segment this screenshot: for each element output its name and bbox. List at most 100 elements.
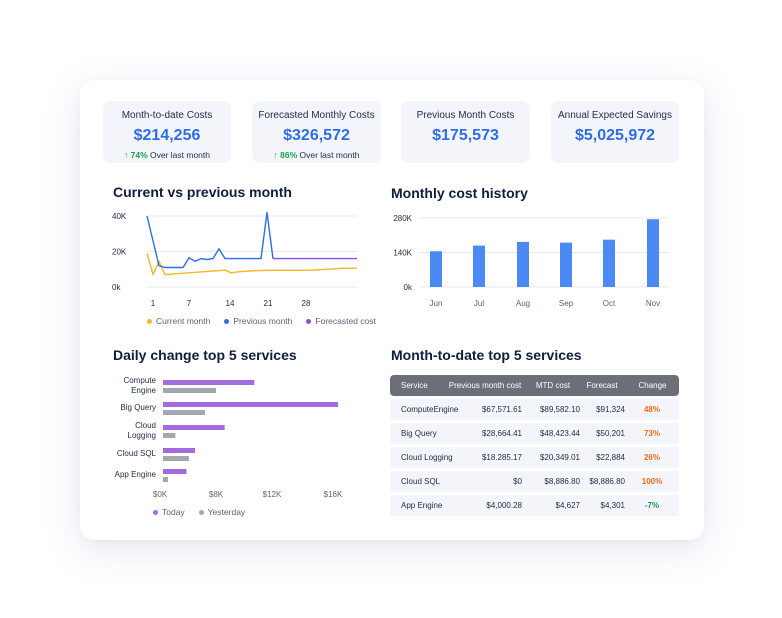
section-title-mtd-top5: Month-to-date top 5 services [391,347,582,363]
previous-month-cost-cell: $18.285.17 [481,453,522,462]
mtd-cost-cell: $4,627 [555,501,580,510]
kpi-change: ↑ 86% Over last month [252,150,381,160]
bar-oct [603,239,615,287]
service-cell: Big Query [401,429,437,438]
previous-month-cost-cell: $67,571.61 [481,405,522,414]
kpi-change: ↑ 74% Over last month [103,150,231,160]
x-tick-label: Jul [474,299,484,308]
section-title-current-vs-previous: Current vs previous month [113,184,292,200]
service-cell: Cloud SQL [401,477,441,486]
mtd-cost-cell: $8,886.80 [544,477,580,486]
bar-today [163,469,187,474]
change-cell: 26% [643,453,660,462]
kpi-value: $175,573 [432,127,499,144]
line-chart-legend: Current month Previous month Forecasted … [147,316,376,326]
service-cell: ComputeEngine [401,405,459,414]
arrow-up-icon: ↑ [273,150,278,160]
category-label: Cloud [135,421,156,430]
category-label: Compute [124,376,157,385]
y-tick-label: 0k [112,283,121,292]
kpi-month-to-date[interactable]: Month-to-date Costs $214,256 ↑ 74% Over … [103,101,231,163]
arrow-up-icon: ↑ [123,150,129,160]
x-tick-label: 1 [151,299,156,308]
x-tick-label: 14 [226,299,235,308]
section-title-monthly-history: Monthly cost history [391,185,528,201]
bar-today [163,448,196,453]
forecast-cell: $8,886.80 [589,477,625,486]
bar-yesterday [163,433,176,438]
mtd-cost-cell: $89,582.10 [539,405,580,414]
bar-jun [430,251,442,287]
x-tick-label: Sep [559,299,574,308]
mtd-cost-cell: $48,423.44 [539,429,580,438]
x-tick-label: $16K [324,490,343,499]
service-cell: Cloud Logging [401,453,453,462]
table-header: Service Previous month cost MTD cost For… [390,375,679,396]
kpi-forecasted[interactable]: Forecasted Monthly Costs $326,572 ↑ 86% … [252,101,381,163]
kpi-title: Month-to-date Costs [121,110,213,121]
change-cell: 48% [643,405,660,414]
forecast-cell: $4,301 [600,501,625,510]
kpi-change-pct: 86% [280,150,298,160]
kpi-title: Previous Month Costs [416,110,515,121]
previous-month-line [146,211,274,269]
x-tick-label: $12K [263,490,282,499]
header-service[interactable]: Service [401,381,428,390]
y-tick-label: 20K [112,248,127,257]
kpi-change-pct: 74% [130,150,148,160]
forecast-cell: $91,324 [596,405,625,414]
kpi-change-label: Over last month [299,150,360,160]
kpi-annual-savings[interactable]: Annual Expected Savings $5,025,972 [551,101,679,163]
previous-month-cost-cell: $28,664.41 [481,429,522,438]
table-row[interactable]: Cloud Logging $18.285.17 $20,349.01 $22,884… [390,447,679,468]
x-tick-label: Jun [430,299,443,308]
x-tick-label: Oct [603,299,616,308]
section-title-daily-change: Daily change top 5 services [113,347,297,363]
kpi-change-label: Over last month [150,150,210,160]
legend-item-forecast: Forecasted cost [306,316,376,326]
line-chart: 40K 20K 0k 1 7 14 21 28 [112,211,357,308]
category-label: Engine [131,386,156,395]
table-row[interactable]: Big Query $28,664.41 $48,423.44 $50,201 73% [390,423,679,444]
forecast-cell: $22,884 [596,453,625,462]
previous-month-cost-cell: $4,000.28 [486,501,522,510]
x-tick-label: Aug [516,299,530,308]
x-tick-label: 7 [187,299,192,308]
change-cell: 100% [641,477,663,486]
table-row[interactable]: ComputeEngine $67,571.61 $89,582.10 $91,324… [390,399,679,420]
bar-today [163,425,225,430]
header-mtd-cost[interactable]: MTD cost [535,381,571,390]
legend-item-today: Today [153,507,185,517]
y-tick-label: 40K [112,212,127,221]
kpi-value: $326,572 [283,127,350,144]
bar-jul [473,245,485,287]
bar-yesterday [163,456,189,461]
bar-yesterday [163,388,217,393]
y-tick-label: 140K [393,249,412,258]
header-previous-month-cost[interactable]: Previous month cost [448,381,522,390]
change-cell: 73% [643,429,660,438]
bar-nov [647,219,659,287]
x-tick-label: 21 [264,299,273,308]
header-forecast[interactable]: Forecast [586,381,618,390]
y-tick-label: 280K [393,214,412,223]
service-cell: App Engine [401,501,443,510]
forecast-cell: $50,201 [596,429,625,438]
current-month-line [146,253,357,276]
bar-today [163,380,255,385]
table-body: ComputeEngine $67,571.61 $89,582.10 $91,324… [390,399,679,516]
previous-month-cost-cell: $0 [513,477,522,486]
bar-today [163,402,339,407]
kpi-value: $214,256 [133,127,201,144]
x-tick-label: Nov [646,299,660,308]
header-change[interactable]: Change [638,381,667,390]
monthly-bar-chart: 280K 140K 0k Jun Jul Aug Sep Oct Nov [393,214,668,308]
x-tick-label: $0K [153,490,168,499]
table-row[interactable]: Cloud SQL $0 $8,886.80 $8,886.80 100% [390,471,679,492]
kpi-previous-month[interactable]: Previous Month Costs $175,573 [401,101,530,163]
table-row[interactable]: App Engine $4,000.28 $4,627 $4,301 -7% [390,495,679,516]
bar-sep [560,242,572,287]
category-label: Logging [128,431,156,440]
category-label: Big Query [120,403,156,412]
